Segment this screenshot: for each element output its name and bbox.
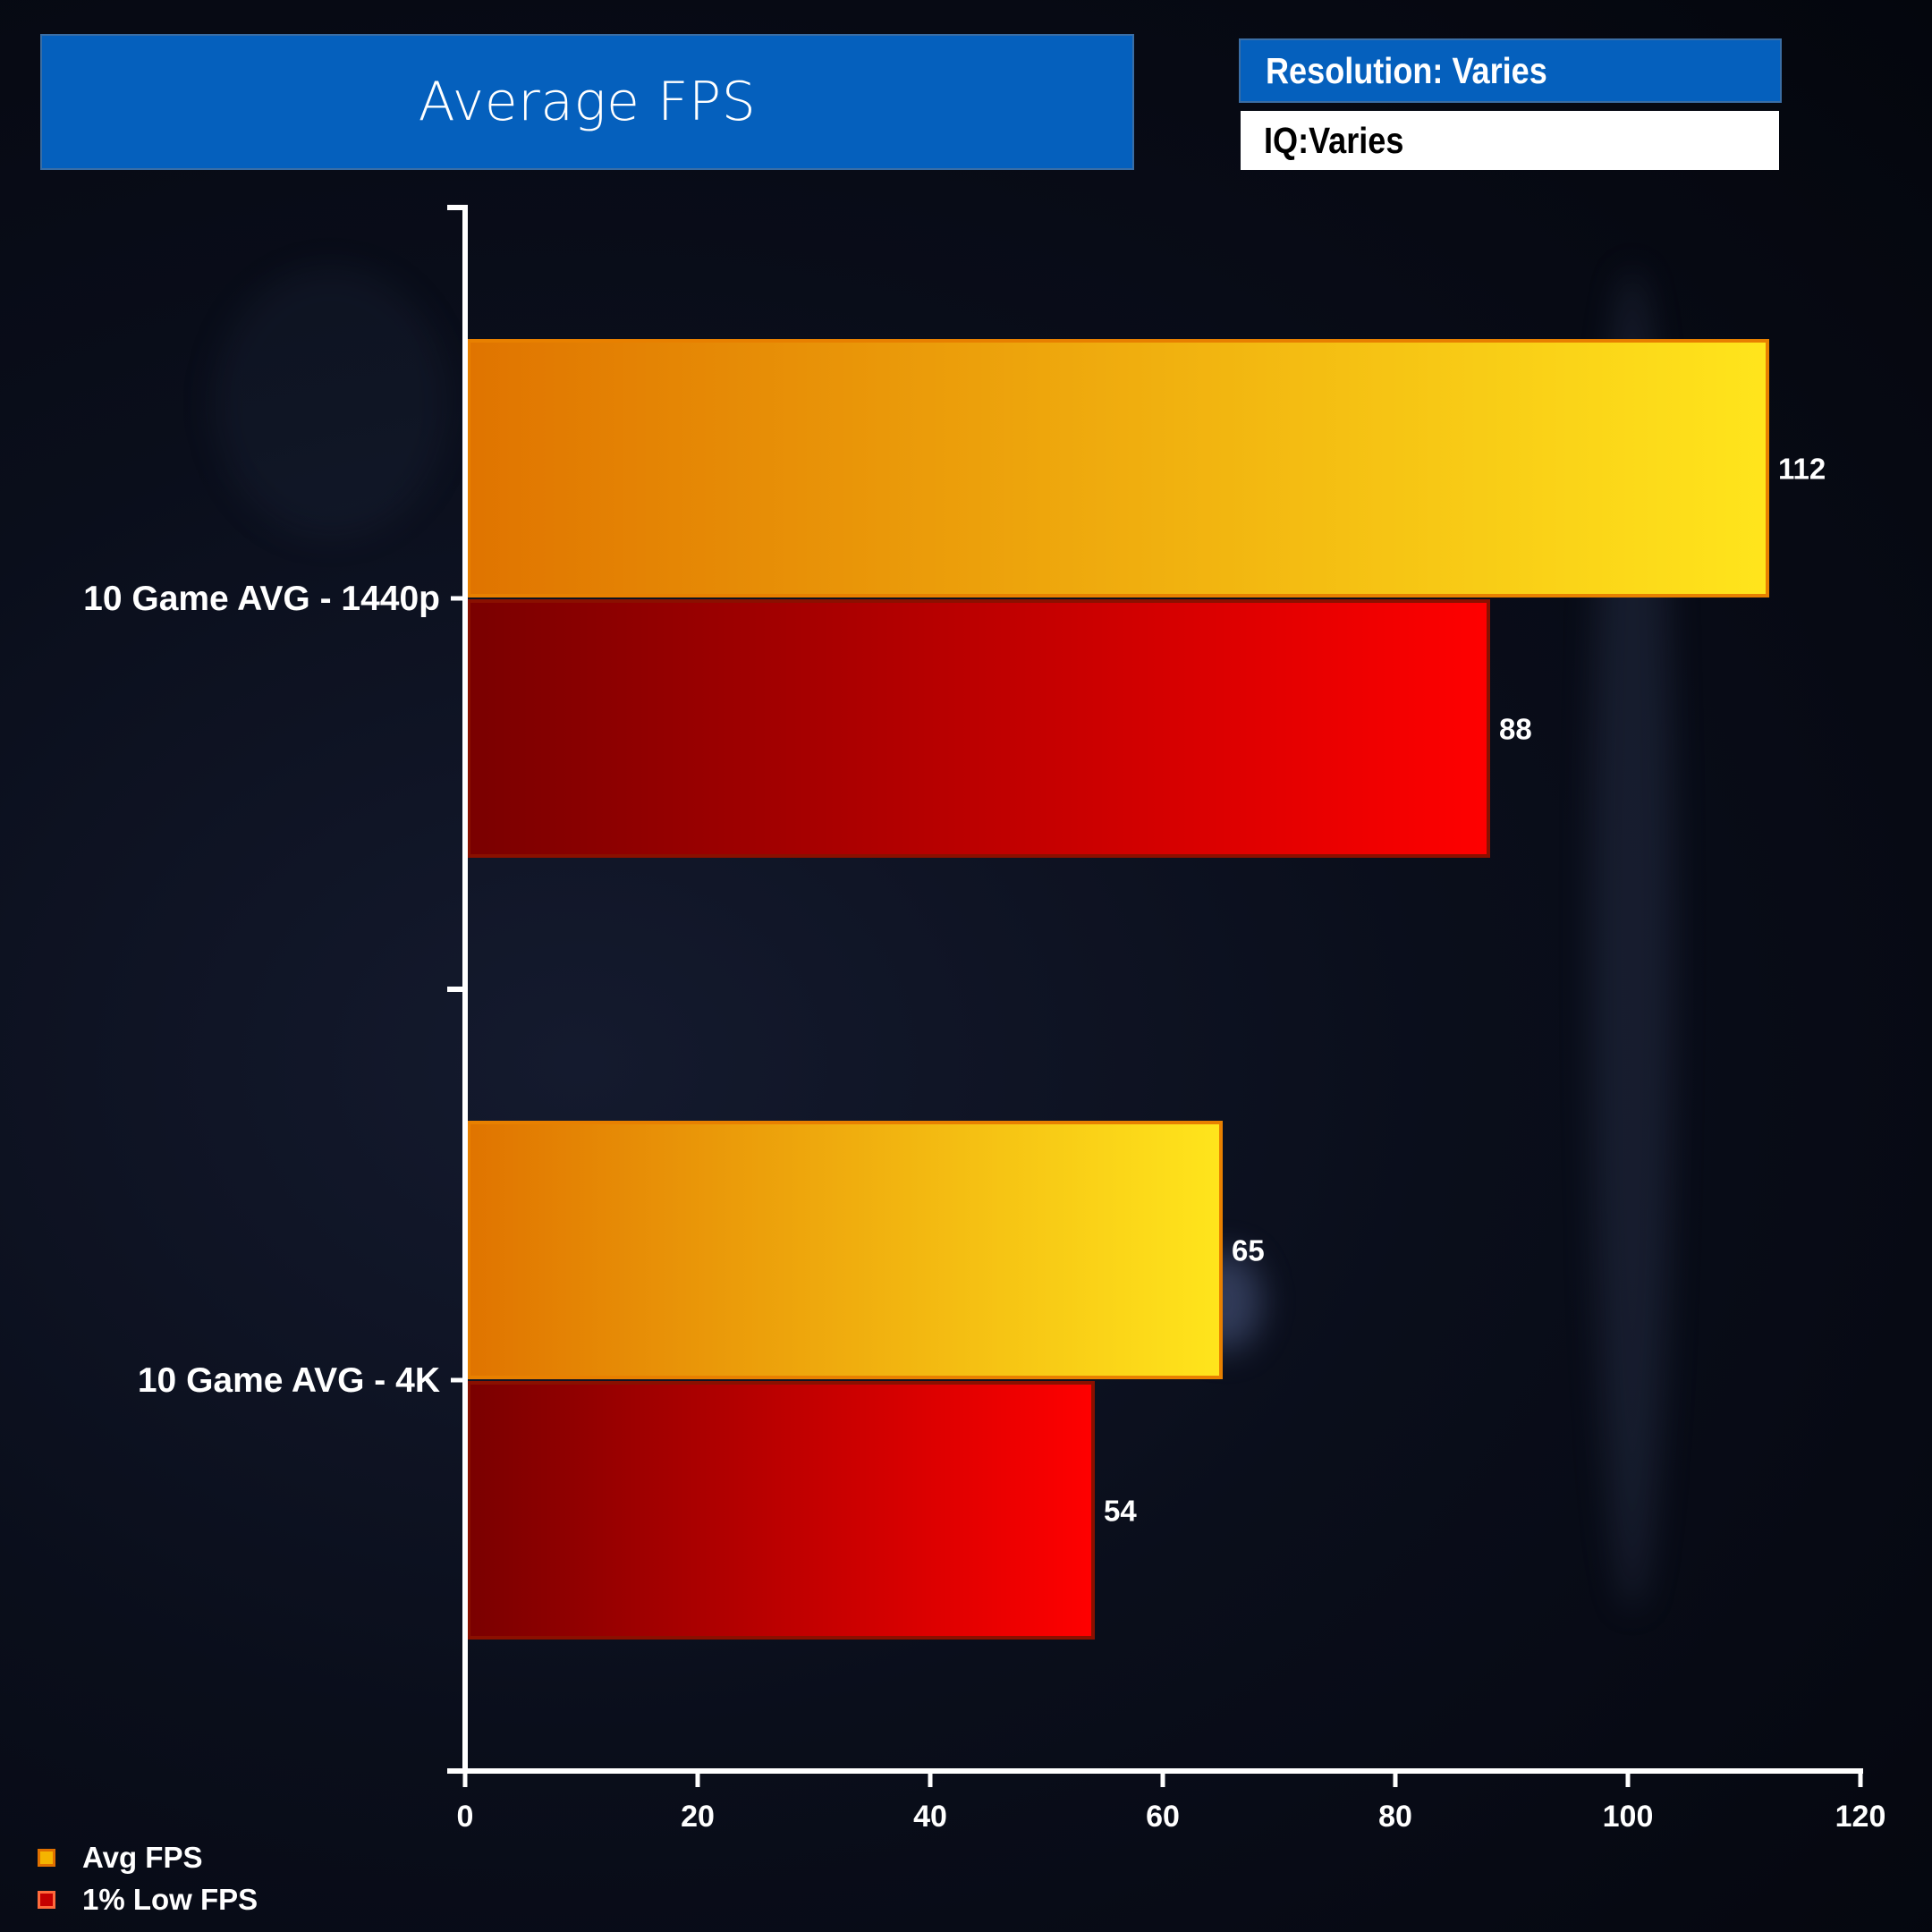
chart-title: Average FPS [418,71,757,133]
bar-low-fps-1 [467,1381,1095,1640]
x-tick-label: 40 [913,1800,947,1834]
chart-title-banner: Average FPS [40,34,1134,170]
data-label: 65 [1232,1234,1265,1267]
iq-label: IQ:Varies [1264,119,1404,161]
background-glow [215,268,447,537]
legend-item-low-fps: 1% Low FPS [38,1878,258,1920]
legend-swatch-low-fps [38,1890,55,1909]
category-label: 10 Game AVG - 1440p [83,580,440,618]
data-label: 112 [1778,453,1826,486]
legend-item-avg-fps: Avg FPS [38,1836,258,1878]
data-label: 54 [1104,1495,1137,1528]
legend-label-avg-fps: Avg FPS [82,1840,203,1874]
resolution-badge: Resolution: Varies [1239,38,1782,103]
x-tick-label: 100 [1603,1800,1654,1834]
resolution-label: Resolution: Varies [1266,49,1547,91]
bar-avg-fps-1 [467,1121,1223,1379]
bar-low-fps-0 [467,599,1490,858]
x-tick-label: 0 [457,1800,474,1834]
x-tick-label: 20 [681,1800,715,1834]
x-tick-label: 60 [1146,1800,1180,1834]
category-label: 10 Game AVG - 4K [138,1361,440,1400]
bar-avg-fps-0 [467,339,1769,597]
x-tick-label: 120 [1835,1800,1886,1834]
data-label: 88 [1499,713,1532,746]
x-tick-label: 80 [1378,1800,1412,1834]
iq-badge: IQ:Varies [1241,111,1779,170]
legend-swatch-avg-fps [38,1848,55,1867]
legend: Avg FPS 1% Low FPS [38,1836,258,1920]
legend-label-low-fps: 1% Low FPS [82,1882,258,1916]
